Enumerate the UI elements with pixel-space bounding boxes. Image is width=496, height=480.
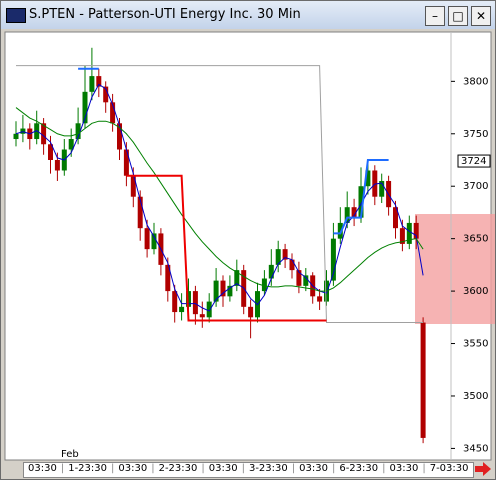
last-price-box — [457, 154, 491, 168]
x-tick-label: 3-23:30 — [248, 463, 288, 474]
candle-body — [275, 249, 281, 265]
candle-body — [227, 285, 233, 297]
indicator-line — [16, 65, 424, 324]
title-bar: S.PTEN - Patterson-UTI Energy Inc. 30 Mi… — [1, 1, 495, 29]
y-tick-label: 3700 — [463, 181, 488, 192]
x-axis: 03:30 | 1-23:30 | 03:30 | 2-23:30 | 03:30 | 3-23:3… — [23, 462, 474, 478]
candle-body — [172, 291, 178, 313]
candle-body — [89, 76, 95, 92]
close-button[interactable]: ✕ — [471, 6, 491, 26]
separator: | — [241, 463, 245, 474]
indicator-line — [78, 67, 389, 235]
separator: | — [201, 463, 205, 474]
candle-body — [317, 296, 323, 302]
candle-body — [282, 249, 288, 260]
candle-body — [137, 196, 143, 229]
candle-body — [406, 222, 412, 244]
candle-body — [144, 228, 150, 250]
y-tick-label: 3450 — [463, 443, 488, 454]
candle-body — [48, 144, 53, 160]
month-label: Feb — [61, 449, 79, 460]
separator: | — [291, 463, 296, 474]
x-tick-label: 2-23:30 — [158, 463, 198, 474]
candle-body — [206, 301, 212, 318]
candle-body — [372, 170, 378, 197]
x-tick-label: 6-23:30 — [339, 463, 379, 474]
window-title: S.PTEN - Patterson-UTI Energy Inc. 30 Mi… — [29, 7, 301, 22]
x-tick-label: 03:30 — [389, 463, 419, 474]
x-tick-label: 03:30 — [299, 463, 328, 474]
x-tick-label: 03:30 — [118, 463, 148, 474]
candle-body — [351, 207, 357, 218]
candle-body — [68, 139, 74, 150]
y-tick-label: 3750 — [463, 129, 488, 140]
app-icon — [6, 8, 26, 23]
chart: Feb 3450 3500 3550 3600 3650 3700 3750 3800 3724 — [4, 31, 495, 461]
minimize-button[interactable]: – — [425, 6, 445, 26]
candle-body — [96, 76, 102, 87]
separator: | — [111, 463, 115, 474]
candle-body — [54, 160, 60, 171]
maximize-button[interactable]: □ — [448, 6, 468, 26]
candle-body — [330, 238, 336, 281]
candle-body — [179, 306, 185, 313]
y-tick-label: 3550 — [463, 339, 488, 350]
indicator-line — [15, 83, 424, 312]
candle-body — [20, 128, 26, 134]
x-tick-label: 1-23:30 — [68, 463, 107, 474]
separator: | — [422, 463, 426, 474]
separator: | — [151, 463, 155, 474]
candle-body — [413, 222, 419, 239]
separator: | — [60, 463, 65, 474]
y-tick-label: 3600 — [463, 286, 488, 297]
candle-body — [220, 280, 226, 297]
candle-body — [130, 175, 136, 197]
candle-body — [289, 259, 295, 271]
candle-body — [165, 264, 171, 292]
x-tick-label: 03:30 — [28, 463, 57, 474]
y-tick-label: 3650 — [463, 234, 488, 245]
separator: | — [382, 463, 386, 474]
x-tick-label: 7-03:30 — [429, 463, 469, 474]
candle-body — [75, 123, 81, 140]
candle-body — [261, 278, 267, 292]
candle-body — [358, 186, 364, 218]
candle-body — [123, 149, 129, 176]
highlight-zone — [415, 214, 495, 324]
candle-body — [234, 270, 240, 286]
candle-body — [399, 228, 405, 244]
scroll-arrow[interactable] — [473, 461, 493, 477]
y-tick-label: 3800 — [463, 76, 488, 87]
candle-body — [344, 207, 350, 223]
x-tick-label: 03:30 — [208, 463, 238, 474]
candle-body — [151, 233, 157, 250]
candle-body — [117, 123, 122, 150]
candle-body — [186, 291, 191, 307]
candle-body — [199, 314, 205, 318]
separator: | — [331, 463, 336, 474]
y-tick-label: 3500 — [463, 391, 488, 402]
candle-body — [420, 322, 426, 438]
candle-body — [110, 102, 116, 124]
candle-body — [337, 222, 343, 239]
candle-body — [248, 306, 254, 318]
last-price-label: 3724 — [461, 156, 486, 167]
candle-body — [82, 91, 88, 124]
candle-body — [213, 280, 219, 302]
candle-body — [303, 275, 309, 286]
indicator-line — [15, 107, 424, 292]
indicator-line — [126, 174, 327, 322]
candle-body — [365, 170, 371, 187]
candle-body — [13, 133, 19, 140]
candle-body — [379, 180, 385, 197]
candle-body — [192, 291, 198, 315]
candle-body — [41, 123, 47, 145]
candle-body — [296, 270, 302, 286]
candle-body — [103, 86, 109, 103]
candle-body — [393, 207, 398, 229]
candle-body — [268, 264, 274, 279]
